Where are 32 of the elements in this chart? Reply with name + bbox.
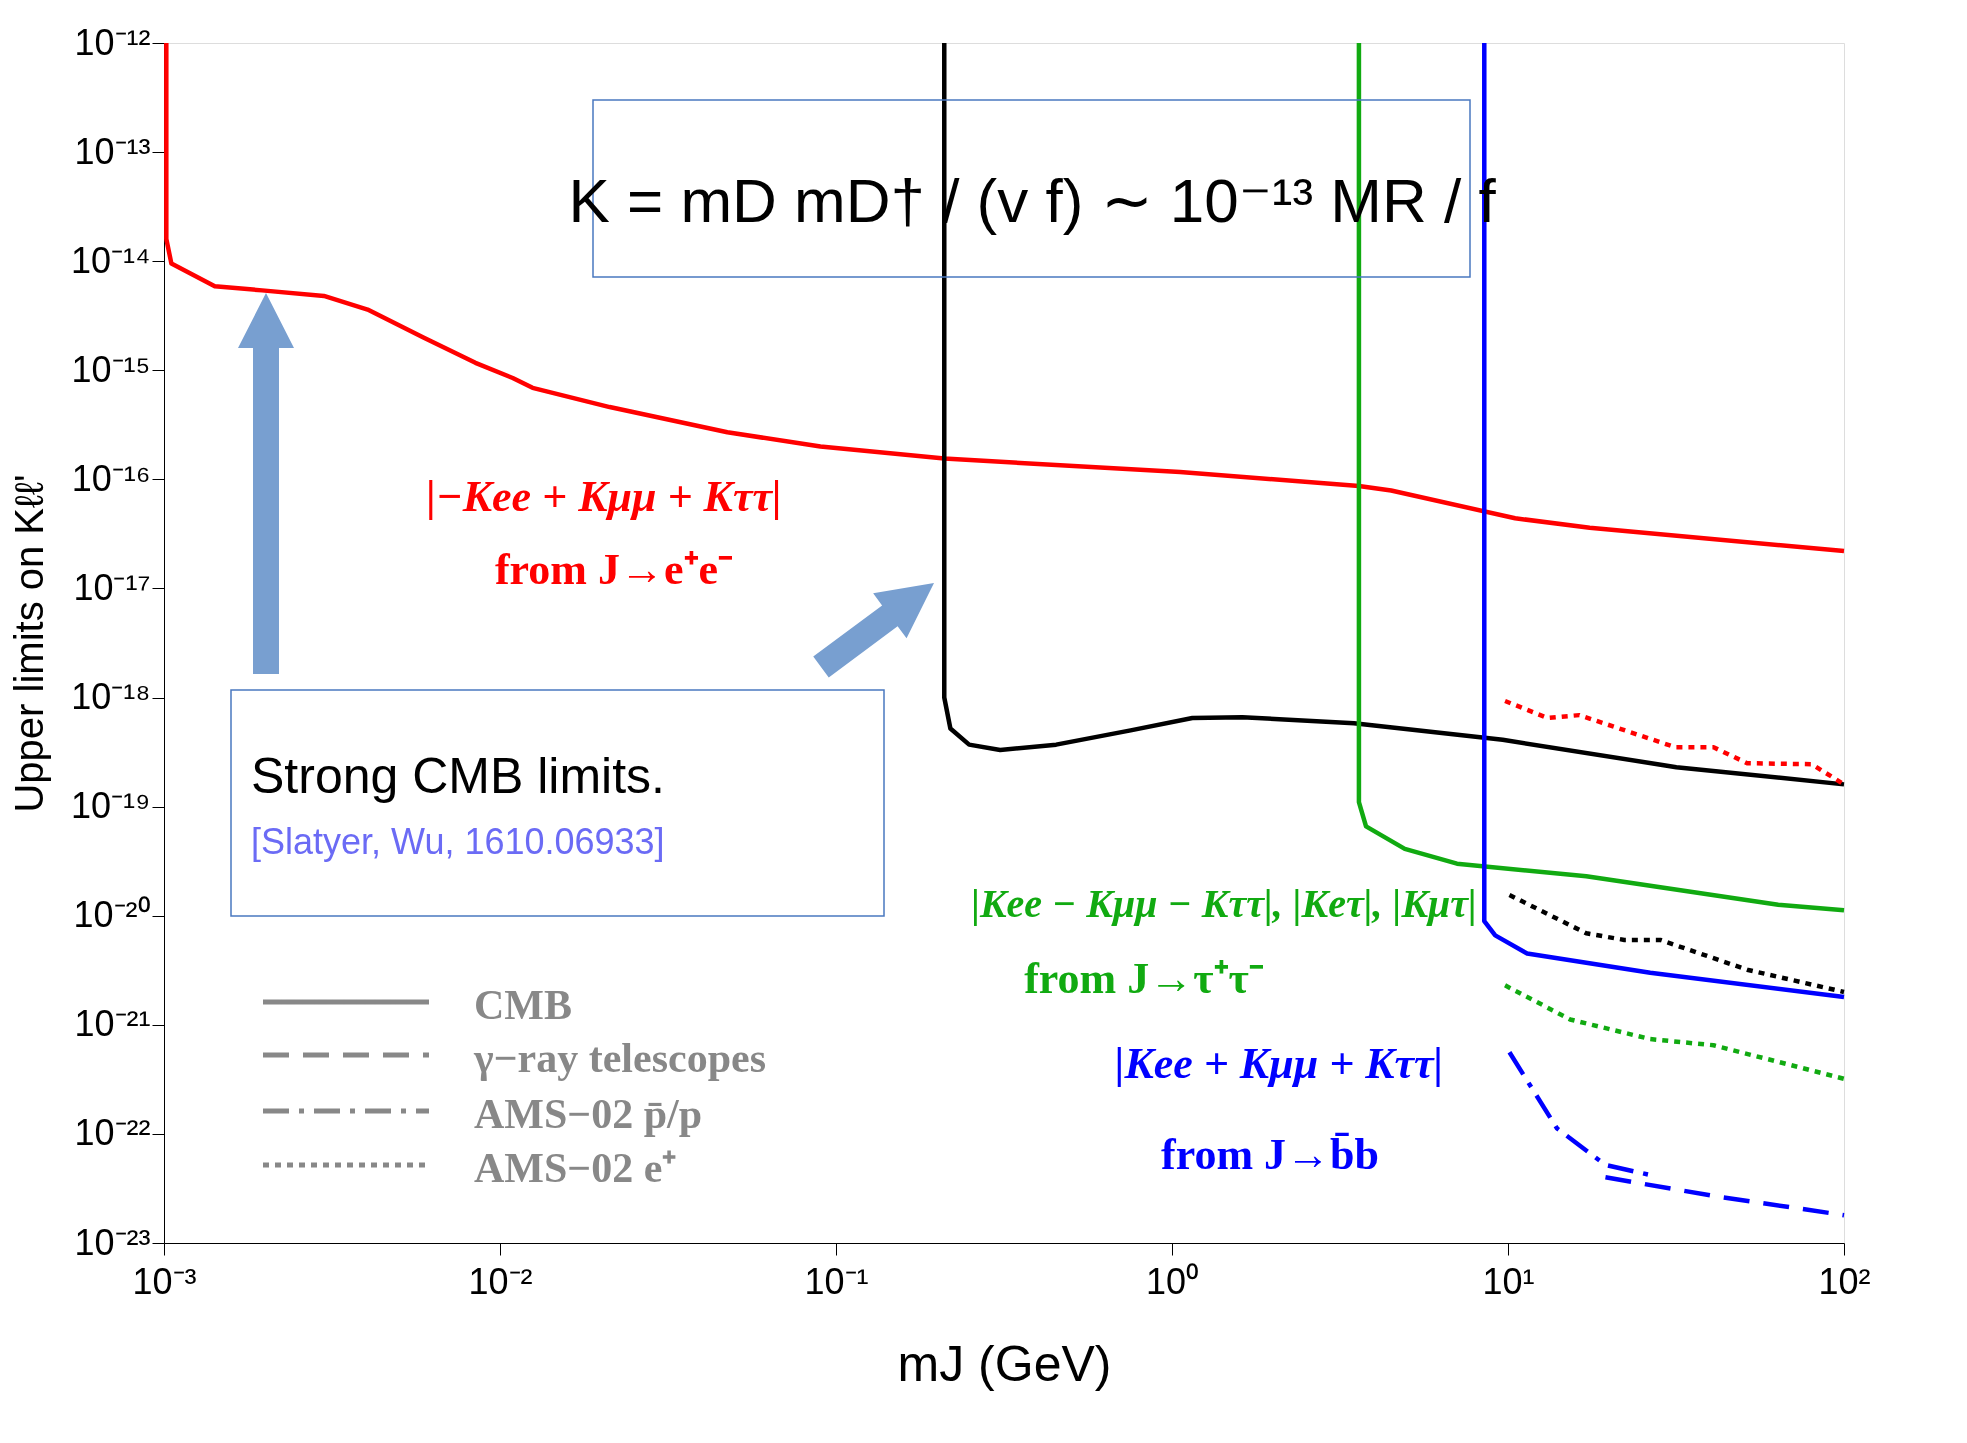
annotation: |Kee − Kμμ − Kττ|, |Keτ|, |Kμτ| (971, 881, 1477, 926)
x-axis-title: mJ (GeV) (897, 1335, 1112, 1392)
y-tick-label: 10⁻²¹ (74, 1003, 151, 1045)
y-tick-label: 10⁻¹³ (74, 130, 151, 172)
x-tick-label: 10⁻³ (132, 1260, 197, 1302)
y-tick-label: 10⁻²² (74, 1112, 151, 1154)
annotation: [Slatyer, Wu, 1610.06933] (251, 821, 665, 862)
annotation: |Kee + Kμμ + Kττ| (1114, 1039, 1444, 1088)
annotation: from J→τ⁺τ⁻ (1024, 954, 1264, 1003)
annotation: AMS−02 p̄/p (474, 1091, 703, 1137)
y-tick-label: 10⁻²⁰ (73, 894, 151, 936)
y-tick-label: 10⁻¹⁸ (71, 676, 151, 718)
annotation: CMB (474, 982, 572, 1028)
annotation: Strong CMB limits. (251, 748, 665, 804)
x-tick-label: 10⁻² (468, 1260, 533, 1302)
y-tick-label: 10⁻¹⁹ (71, 785, 151, 827)
y-tick-label: 10⁻¹⁴ (71, 239, 151, 281)
annotation: AMS−02 e⁺ (474, 1145, 677, 1191)
y-axis-title: Upper limits on Kℓℓ' (7, 474, 51, 813)
x-tick-label: 10¹ (1482, 1260, 1535, 1302)
annotation: γ−ray telescopes (473, 1035, 766, 1081)
y-tick-label: 10⁻²³ (74, 1221, 151, 1263)
y-tick-label: 10⁻¹⁵ (71, 348, 151, 390)
x-tick-label: 10⁻¹ (804, 1260, 869, 1302)
y-tick-label: 10⁻¹⁷ (73, 566, 151, 608)
y-tick-label: 10⁻¹⁶ (71, 457, 151, 499)
annotation: from J→b̄b (1161, 1130, 1379, 1179)
y-tick-label: 10⁻¹² (74, 21, 151, 63)
x-tick-label: 10² (1818, 1260, 1871, 1302)
annotation: from J→e⁺e⁻ (494, 545, 734, 594)
annotation: |−Kee + Kμμ + Kττ| (426, 472, 782, 521)
x-tick-label: 10⁰ (1145, 1260, 1200, 1302)
